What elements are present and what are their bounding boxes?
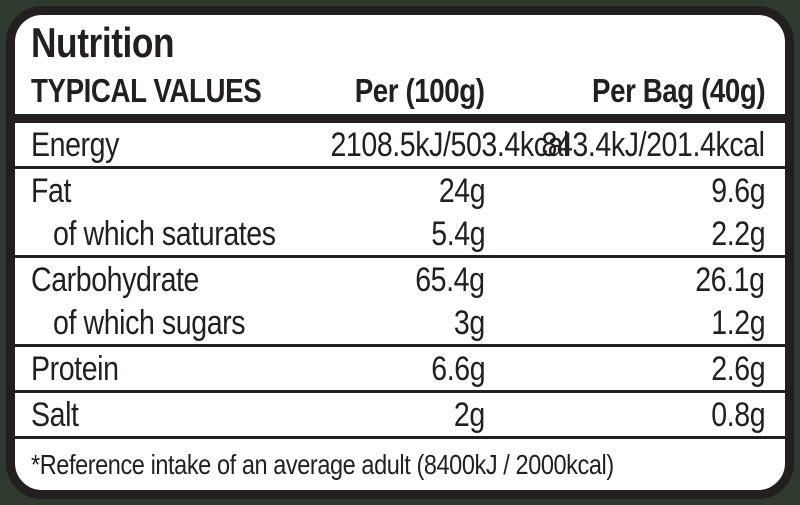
row-label: of which saturates	[53, 214, 276, 253]
row-label: Salt	[31, 395, 79, 434]
column-header-per-100g: Per (100g)	[355, 72, 485, 109]
row-value-per-bag: 2.2g	[711, 214, 765, 253]
row-label: Carbohydrate	[31, 260, 200, 299]
label-header: Nutrition TYPICAL VALUES Per (100g) Per …	[15, 15, 785, 110]
row-label: Protein	[31, 349, 119, 388]
row-value-per-100g: 5.4g	[431, 214, 485, 253]
table-row-carbohydrate: Carbohydrate 65.4g 26.1g	[15, 258, 785, 301]
label-title-text: Nutrition	[31, 19, 175, 66]
table-row-fat: Fat 24g 9.6g	[15, 169, 785, 212]
table-row-energy: Energy 2108.5kJ/503.4kcal 843.4kJ/201.4k…	[15, 123, 785, 169]
row-value-per-100g: 24g	[438, 171, 486, 210]
table-row-protein: Protein 6.6g 2.6g	[15, 347, 785, 393]
row-value-per-bag: 0.8g	[711, 395, 765, 434]
row-value-per-100g: 6.6g	[431, 349, 485, 388]
nutrition-table-body: Energy 2108.5kJ/503.4kcal 843.4kJ/201.4k…	[15, 123, 785, 439]
table-row-of-which-sugars: of which sugars 3g 1.2g	[15, 301, 785, 347]
row-value-per-bag: 26.1g	[695, 260, 766, 299]
column-header-per-bag-40g: Per Bag (40g)	[591, 72, 766, 109]
row-value-per-100g: 3g	[454, 303, 485, 342]
table-row-salt: Salt 2g 0.8g	[15, 393, 785, 439]
row-value-per-bag: 1.2g	[711, 303, 765, 342]
nutrition-label-card: Nutrition TYPICAL VALUES Per (100g) Per …	[6, 6, 794, 499]
reference-intake-footnote: *Reference intake of an average adult (8…	[31, 448, 614, 480]
row-label: Energy	[31, 125, 119, 164]
row-value-per-bag: 2.6g	[711, 349, 765, 388]
row-value-per-100g: 65.4g	[415, 260, 486, 299]
column-header-typical-values: TYPICAL VALUES	[31, 72, 262, 109]
row-label: Fat	[31, 171, 72, 210]
row-value-per-100g: 2g	[454, 395, 485, 434]
table-row-of-which-saturates: of which saturates 5.4g 2.2g	[15, 212, 785, 258]
row-value-per-100g: 2108.5kJ/503.4kcal	[330, 125, 569, 164]
header-divider-rule	[15, 114, 785, 123]
row-value-per-bag: 843.4kJ/201.4kcal	[541, 125, 766, 164]
row-label: of which sugars	[53, 303, 246, 342]
column-header-row: TYPICAL VALUES Per (100g) Per Bag (40g)	[31, 65, 765, 110]
row-value-per-bag: 9.6g	[711, 171, 765, 210]
label-title: Nutrition	[31, 19, 765, 66]
